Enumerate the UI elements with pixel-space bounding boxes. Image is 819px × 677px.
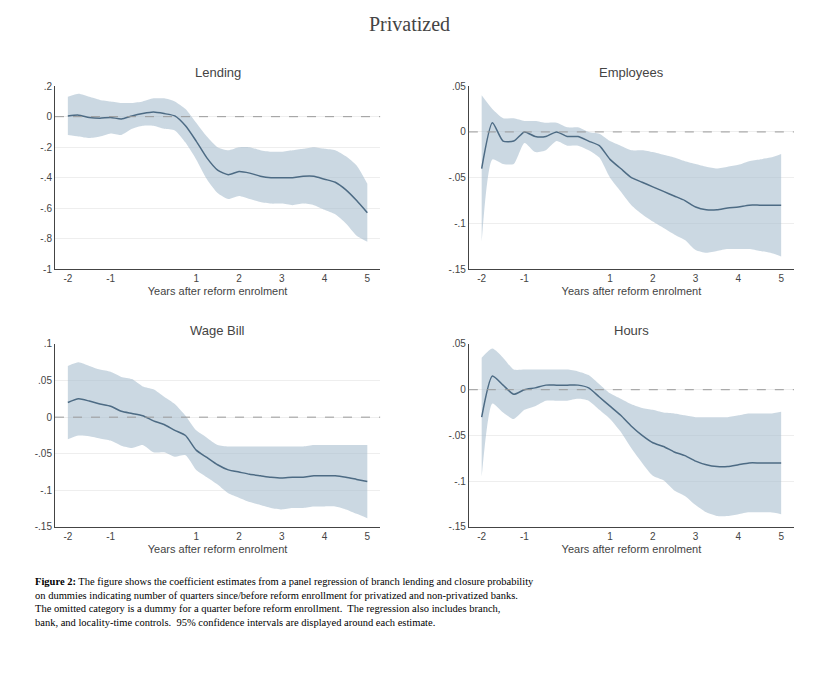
svg-text:Years after reform enrolment: Years after reform enrolment: [562, 543, 702, 555]
svg-text:-.05: -.05: [449, 172, 467, 183]
svg-text:2: 2: [236, 531, 242, 542]
svg-text:Wage Bill: Wage Bill: [190, 323, 245, 338]
svg-text:5: 5: [365, 531, 371, 542]
svg-text:-.05: -.05: [449, 430, 467, 441]
svg-text:-.4: -.4: [40, 172, 52, 183]
svg-text:-1: -1: [106, 273, 115, 284]
svg-text:Employees: Employees: [599, 65, 664, 80]
svg-text:5: 5: [365, 273, 371, 284]
svg-text:-1: -1: [520, 531, 529, 542]
svg-text:-.15: -.15: [449, 521, 467, 532]
svg-text:-.1: -.1: [454, 218, 466, 229]
svg-text:.1: .1: [44, 338, 53, 349]
svg-text:-.05: -.05: [35, 448, 53, 459]
svg-text:.05: .05: [452, 81, 466, 92]
svg-text:3: 3: [693, 531, 699, 542]
svg-text:Lending: Lending: [195, 65, 241, 80]
svg-text:1: 1: [607, 273, 613, 284]
svg-text:4: 4: [736, 273, 742, 284]
svg-text:2: 2: [650, 273, 656, 284]
svg-text:-2: -2: [63, 531, 72, 542]
svg-text:-.2: -.2: [40, 142, 52, 153]
svg-text:3: 3: [279, 531, 285, 542]
svg-text:Figure 2: The figure shows the: Figure 2: The figure shows the coefficie…: [35, 576, 534, 628]
svg-text:-.1: -.1: [454, 476, 466, 487]
svg-text:Hours: Hours: [614, 323, 649, 338]
svg-text:Years after reform enrolment: Years after reform enrolment: [148, 285, 288, 297]
svg-text:-.6: -.6: [40, 203, 52, 214]
svg-text:3: 3: [693, 273, 699, 284]
svg-text:Privatized: Privatized: [369, 13, 450, 35]
svg-text:-1: -1: [43, 264, 52, 275]
svg-text:-1: -1: [106, 531, 115, 542]
svg-text:0: 0: [46, 412, 52, 423]
svg-text:-.15: -.15: [35, 521, 53, 532]
svg-text:2: 2: [650, 531, 656, 542]
svg-text:-.8: -.8: [40, 233, 52, 244]
svg-text:4: 4: [322, 273, 328, 284]
svg-text:-.15: -.15: [449, 264, 467, 275]
svg-text:0: 0: [460, 384, 466, 395]
svg-text:Years after reform enrolment: Years after reform enrolment: [562, 285, 702, 297]
svg-text:0: 0: [46, 111, 52, 122]
svg-text:3: 3: [279, 273, 285, 284]
svg-text:.05: .05: [452, 338, 466, 349]
svg-text:.05: .05: [38, 375, 52, 386]
svg-text:1: 1: [607, 531, 613, 542]
svg-text:-2: -2: [477, 273, 486, 284]
svg-text:1: 1: [193, 273, 199, 284]
svg-text:2: 2: [236, 273, 242, 284]
svg-text:5: 5: [778, 273, 784, 284]
svg-text:-.1: -.1: [40, 485, 52, 496]
svg-text:4: 4: [322, 531, 328, 542]
svg-text:-2: -2: [477, 531, 486, 542]
svg-text:Years after reform enrolment: Years after reform enrolment: [148, 543, 288, 555]
svg-text:0: 0: [460, 126, 466, 137]
svg-text:-2: -2: [63, 273, 72, 284]
svg-text:1: 1: [193, 531, 199, 542]
svg-text:5: 5: [778, 531, 784, 542]
svg-text:.2: .2: [44, 81, 53, 92]
svg-text:-1: -1: [520, 273, 529, 284]
svg-text:4: 4: [736, 531, 742, 542]
